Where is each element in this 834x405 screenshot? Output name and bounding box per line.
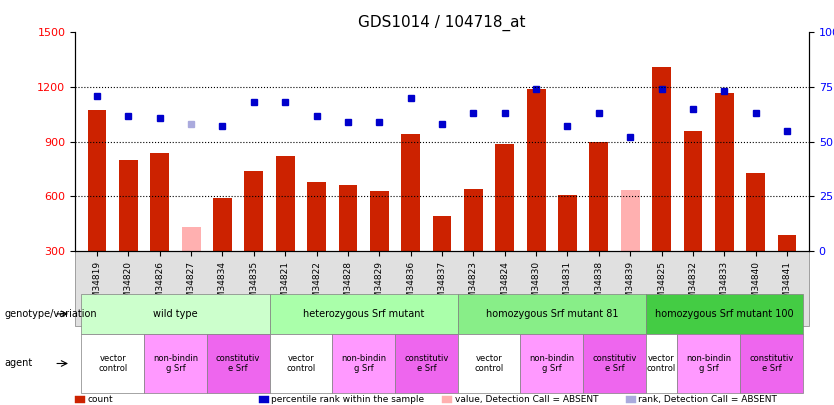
Bar <box>527 89 545 251</box>
Text: vector
control: vector control <box>286 354 315 373</box>
Text: non-bindin
g Srf: non-bindin g Srf <box>341 354 386 373</box>
Text: constitutiv
e Srf: constitutiv e Srf <box>404 354 449 373</box>
Bar <box>182 228 200 251</box>
Bar <box>684 131 702 251</box>
Title: GDS1014 / 104718_at: GDS1014 / 104718_at <box>359 15 525 31</box>
Text: rank, Detection Call = ABSENT: rank, Detection Call = ABSENT <box>638 395 777 404</box>
Text: vector
control: vector control <box>647 354 676 373</box>
Bar <box>558 195 577 251</box>
Text: homozygous Srf mutant 100: homozygous Srf mutant 100 <box>655 309 794 319</box>
Bar <box>433 217 451 251</box>
Bar <box>590 142 608 251</box>
Text: heterozygous Srf mutant: heterozygous Srf mutant <box>303 309 425 319</box>
Bar <box>339 185 357 251</box>
Bar <box>213 198 232 251</box>
Bar <box>307 182 326 251</box>
Text: value, Detection Call = ABSENT: value, Detection Call = ABSENT <box>455 395 598 404</box>
Bar <box>746 173 765 251</box>
Text: constitutiv
e Srf: constitutiv e Srf <box>216 354 260 373</box>
Text: vector
control: vector control <box>475 354 504 373</box>
Bar <box>244 171 264 251</box>
Text: constitutiv
e Srf: constitutiv e Srf <box>749 354 793 373</box>
Text: non-bindin
g Srf: non-bindin g Srf <box>686 354 731 373</box>
Bar <box>652 67 671 251</box>
Text: count: count <box>88 395 113 404</box>
Bar <box>276 156 294 251</box>
Bar <box>119 160 138 251</box>
Text: genotype/variation: genotype/variation <box>4 309 97 319</box>
Bar <box>715 93 734 251</box>
Text: constitutiv
e Srf: constitutiv e Srf <box>592 354 636 373</box>
Text: wild type: wild type <box>153 309 198 319</box>
Text: non-bindin
g Srf: non-bindin g Srf <box>530 354 575 373</box>
Bar <box>88 110 107 251</box>
Bar <box>401 134 420 251</box>
Bar <box>777 235 796 251</box>
Text: vector
control: vector control <box>98 354 128 373</box>
Text: non-bindin
g Srf: non-bindin g Srf <box>153 354 198 373</box>
Bar <box>464 189 483 251</box>
Text: agent: agent <box>4 358 33 369</box>
Bar <box>370 191 389 251</box>
Bar <box>620 190 640 251</box>
Text: percentile rank within the sample: percentile rank within the sample <box>271 395 425 404</box>
Text: homozygous Srf mutant 81: homozygous Srf mutant 81 <box>485 309 618 319</box>
Bar <box>495 144 514 251</box>
Bar <box>150 153 169 251</box>
